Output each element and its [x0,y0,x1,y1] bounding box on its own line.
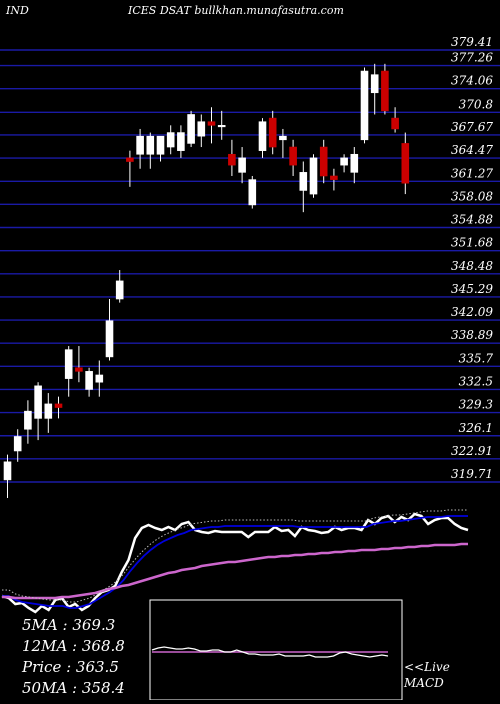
price-tick-label: 342.09 [451,305,493,319]
price-tick-label: 367.67 [451,120,493,134]
price-tick-label: 326.1 [459,421,493,435]
candle-up [13,436,22,452]
candle-down [228,153,236,166]
candle-up [95,374,104,383]
price-tick-label: 354.88 [451,213,493,227]
header-ticker: IND [6,4,29,17]
candle-up [350,153,359,173]
price-tick-label: 332.5 [459,374,493,388]
candle-down [54,403,63,408]
candle-down [391,117,399,130]
candle-down [319,146,328,177]
price-tick-label: 335.7 [459,351,494,365]
macd-panel [149,599,403,701]
candle-up [279,135,287,141]
candle-down [330,175,338,180]
price-tick-label: 322.91 [451,444,493,458]
candle-up [136,135,144,155]
candle-up [3,461,12,481]
candle-down [207,121,216,126]
price-tick-label: 338.89 [451,328,493,342]
price-tick-label: 374.06 [451,74,493,88]
candle-up [360,70,369,141]
candle-up [299,172,308,191]
ma-dotted-line [2,509,468,603]
price-tick-label: 379.41 [451,35,493,49]
price-tick-label: 348.48 [451,259,493,273]
candle-up [238,157,246,173]
candle-up [309,157,318,195]
price-tick-label: 358.08 [451,189,493,203]
price-tick-label: 345.29 [451,282,493,296]
candle-down [289,146,297,166]
price-tick-label: 370.8 [459,97,494,111]
candle-up [370,74,379,94]
macd-title-label: MACD [404,676,444,690]
candle-down [401,143,410,184]
legend-12ma: 12MA : 368.8 [22,637,125,655]
candle-down [126,157,134,162]
legend-price: Price : 363.5 [22,658,119,676]
ma-fast-line [2,515,468,609]
candle-down [268,117,277,148]
candle-down [381,70,389,112]
candle-up [115,280,124,300]
candle-up [105,320,114,358]
candle-up [217,125,226,128]
price-tick-label: 361.27 [451,166,493,180]
candle-down [75,367,83,372]
header-site: ICES DSAT bullkhan.munafasutra.com [128,4,344,17]
candle-up [187,114,195,144]
candle-up [248,179,257,206]
price-line [1,512,469,614]
candle-up [258,121,267,151]
candle-up [64,349,73,379]
candle-up [146,135,155,155]
candle-up [44,403,53,419]
price-tick-label: 329.3 [459,398,494,412]
macd-live-label: <<Live [404,660,450,674]
candle-up [85,371,93,390]
price-tick-label: 377.26 [451,51,493,65]
legend-50ma: 50MA : 358.4 [22,679,125,697]
candle-up [177,132,185,151]
candle-up [166,132,175,148]
candle-up [156,135,165,155]
macd-line [151,646,389,658]
candle-up [197,121,206,137]
ma-slow-line [2,542,468,600]
price-tick-label: 319.71 [451,467,493,481]
candle-up [34,385,42,419]
price-tick-label: 364.47 [451,143,493,157]
candle-up [24,410,32,430]
legend-5ma: 5MA : 369.3 [22,616,116,634]
candle-up [340,157,348,166]
price-tick-label: 351.68 [451,236,493,250]
